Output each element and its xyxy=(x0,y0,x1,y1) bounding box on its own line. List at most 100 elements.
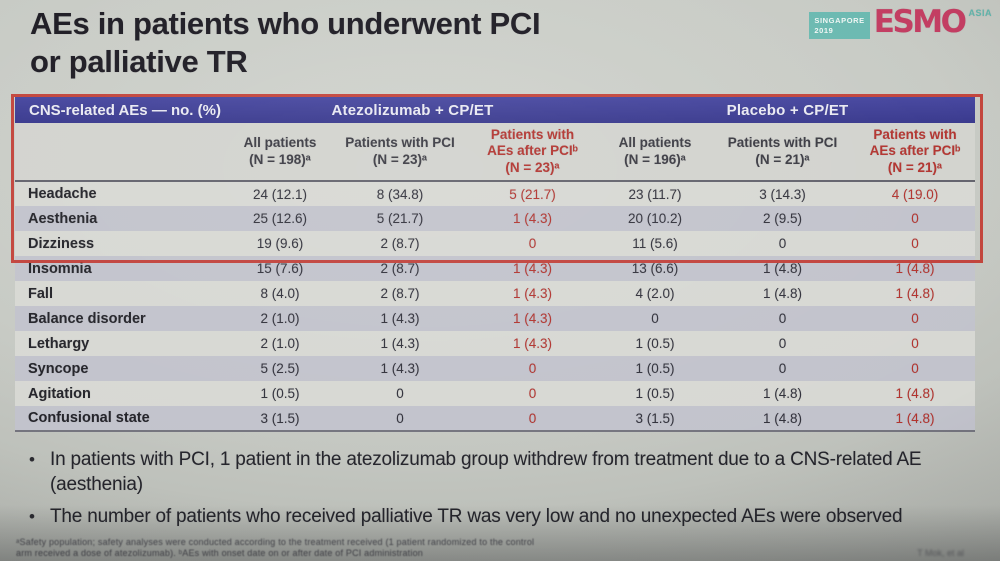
ae-value: 1 (4.8) xyxy=(762,286,803,301)
col-all-patients-placebo: All patients (N = 196)ᵃ xyxy=(600,123,710,182)
ae-value: 1 (0.5) xyxy=(635,336,675,351)
ae-name: Balance disorder xyxy=(28,310,146,327)
table-row: Fall 8 (4.0) 2 (8.7) 1 (4.3) 4 (2.0) 1 (… xyxy=(15,281,976,306)
ae-name: Headache xyxy=(28,186,97,202)
ae-name: Aesthenia xyxy=(28,210,98,227)
ae-value: 0 xyxy=(911,236,919,251)
ae-value: 8 (4.0) xyxy=(260,286,300,301)
citation-text: T Mok, et al xyxy=(917,548,964,558)
table-row: Agitation 1 (0.5) 0 0 1 (0.5) 1 (4.8) 1 … xyxy=(15,381,976,406)
ae-value: 1 (0.5) xyxy=(260,386,300,401)
ae-name: Fall xyxy=(28,285,53,302)
ae-value: 1 (4.8) xyxy=(762,261,803,276)
ae-value: 1 (4.8) xyxy=(895,261,935,276)
ae-value: 4 (19.0) xyxy=(891,186,939,202)
ae-value: 0 xyxy=(465,406,600,432)
bullet-text: In patients with PCI, 1 patient in the a… xyxy=(50,449,922,495)
bullet-text: The number of patients who received pall… xyxy=(50,506,903,527)
ae-value: 1 (4.3) xyxy=(380,361,420,376)
ae-value: 1 (4.3) xyxy=(512,211,553,226)
page-title: AEs in patients who underwent PCI or pal… xyxy=(30,5,541,82)
ae-value: 3 (14.3) xyxy=(759,186,806,202)
ae-value: 0 xyxy=(396,386,404,401)
ae-name: Insomnia xyxy=(28,260,92,277)
ae-value: 2 (1.0) xyxy=(260,311,300,326)
ae-value: 0 xyxy=(528,386,537,401)
footnote-line-1: ᵃSafety population; safety analyses were… xyxy=(16,537,535,547)
ae-value: 0 xyxy=(778,311,787,326)
ae-value: 1 (4.8) xyxy=(895,286,935,301)
ae-name: Agitation xyxy=(28,385,91,402)
ae-value: 0 xyxy=(911,211,919,226)
table-column-header: All patients (N = 198)ᵃ Patients with PC… xyxy=(15,123,976,182)
table-row: Aesthenia 25 (12.6) 5 (21.7) 1 (4.3) 20 … xyxy=(15,206,976,231)
ae-name: Confusional state xyxy=(15,406,225,432)
singapore-2019-badge: SINGAPORE 2019 xyxy=(809,12,870,40)
summary-bullets: In patients with PCI, 1 patient in the a… xyxy=(22,447,972,536)
ae-value: 0 xyxy=(528,361,537,376)
ae-value: 1 (4.3) xyxy=(512,261,553,276)
table-row: Balance disorder 2 (1.0) 1 (4.3) 1 (4.3)… xyxy=(15,306,976,331)
ae-value: 11 (5.6) xyxy=(632,236,678,251)
ae-value: 25 (12.6) xyxy=(252,211,308,226)
col-aes-after-pci-placebo: Patients with AEs after PCIᵇ (N = 21)ᵃ xyxy=(855,123,976,182)
ae-value: 1 (4.8) xyxy=(710,406,855,432)
ae-name: Lethargy xyxy=(28,335,90,352)
ae-value: 4 (2.0) xyxy=(635,286,675,301)
ae-value: 5 (21.7) xyxy=(509,186,556,202)
group-placebo: Placebo + CP/ET xyxy=(600,97,976,123)
ae-value: 1 (4.3) xyxy=(512,286,553,301)
empty-header-cell xyxy=(15,123,225,182)
ae-value: 1 (4.8) xyxy=(762,386,803,401)
ae-value: 8 (34.8) xyxy=(376,186,424,202)
ae-value: 1 (4.3) xyxy=(380,336,420,351)
ae-value: 2 (9.5) xyxy=(762,211,803,226)
ae-value: 1 (4.8) xyxy=(855,406,976,432)
ae-value: 15 (7.6) xyxy=(256,261,304,276)
col-aes-after-pci-atezo: Patients with AEs after PCIᵇ (N = 23)ᵃ xyxy=(465,123,600,182)
ae-value: 0 xyxy=(778,236,787,251)
ae-value: 5 (21.7) xyxy=(376,211,424,226)
corner-label: CNS-related AEs — no. (%) xyxy=(15,97,225,123)
title-line-2: or palliative TR xyxy=(30,44,248,80)
ae-value: 20 (10.2) xyxy=(627,211,683,226)
ae-value: 0 xyxy=(778,361,787,376)
ae-value: 19 (9.6) xyxy=(256,236,304,251)
ae-name: Syncope xyxy=(28,360,89,377)
ae-value: 0 xyxy=(911,311,919,326)
ae-value: 1 (0.5) xyxy=(635,386,675,401)
ae-value: 1 (4.3) xyxy=(512,336,553,351)
ae-value: 1 (4.3) xyxy=(512,311,553,326)
ae-value: 23 (11.7) xyxy=(628,186,682,202)
ae-value: 2 (8.7) xyxy=(380,236,420,251)
ae-value: 0 xyxy=(778,336,787,351)
ae-name: Dizziness xyxy=(28,235,95,252)
ae-value: 0 xyxy=(911,361,919,376)
footnotes: ᵃSafety population; safety analyses were… xyxy=(16,537,576,558)
table-row: Syncope 5 (2.5) 1 (4.3) 0 1 (0.5) 0 0 xyxy=(15,356,976,381)
ae-value: 1 (4.3) xyxy=(380,311,420,326)
asia-label: ASIA xyxy=(968,8,992,18)
table-group-header: CNS-related AEs — no. (%) Atezolizumab +… xyxy=(15,97,976,123)
ae-value: 2 (8.7) xyxy=(380,286,420,301)
table-row: Headache 24 (12.1) 8 (34.8) 5 (21.7) 23 … xyxy=(15,181,976,206)
ae-value: 0 xyxy=(335,406,465,432)
col-all-patients-atezo: All patients (N = 198)ᵃ xyxy=(225,123,335,182)
ae-value: 3 (1.5) xyxy=(225,406,335,432)
ae-value: 1 (0.5) xyxy=(635,361,675,376)
esmo-asia-logo: SINGAPORE 2019 ESMO ASIA xyxy=(809,7,992,40)
footnote-line-2: arm received a dose of atezolizumab). ᵇA… xyxy=(16,547,423,558)
ae-value: 2 (8.7) xyxy=(380,261,420,276)
ae-value: 24 (12.1) xyxy=(252,186,308,202)
badge-year: 2019 xyxy=(814,26,834,36)
ae-value: 2 (1.0) xyxy=(260,336,300,351)
group-atezolizumab: Atezolizumab + CP/ET xyxy=(225,97,600,123)
ae-value: 5 (2.5) xyxy=(260,361,300,376)
title-line-1: AEs in patients who underwent PCI xyxy=(30,6,541,41)
cns-ae-table: CNS-related AEs — no. (%) Atezolizumab +… xyxy=(15,97,976,432)
ae-value: 0 xyxy=(911,336,919,351)
bullet-item: The number of patients who received pall… xyxy=(22,504,972,529)
badge-event: SINGAPORE xyxy=(814,16,865,25)
table-row: Insomnia 15 (7.6) 2 (8.7) 1 (4.3) 13 (6.… xyxy=(15,256,976,281)
